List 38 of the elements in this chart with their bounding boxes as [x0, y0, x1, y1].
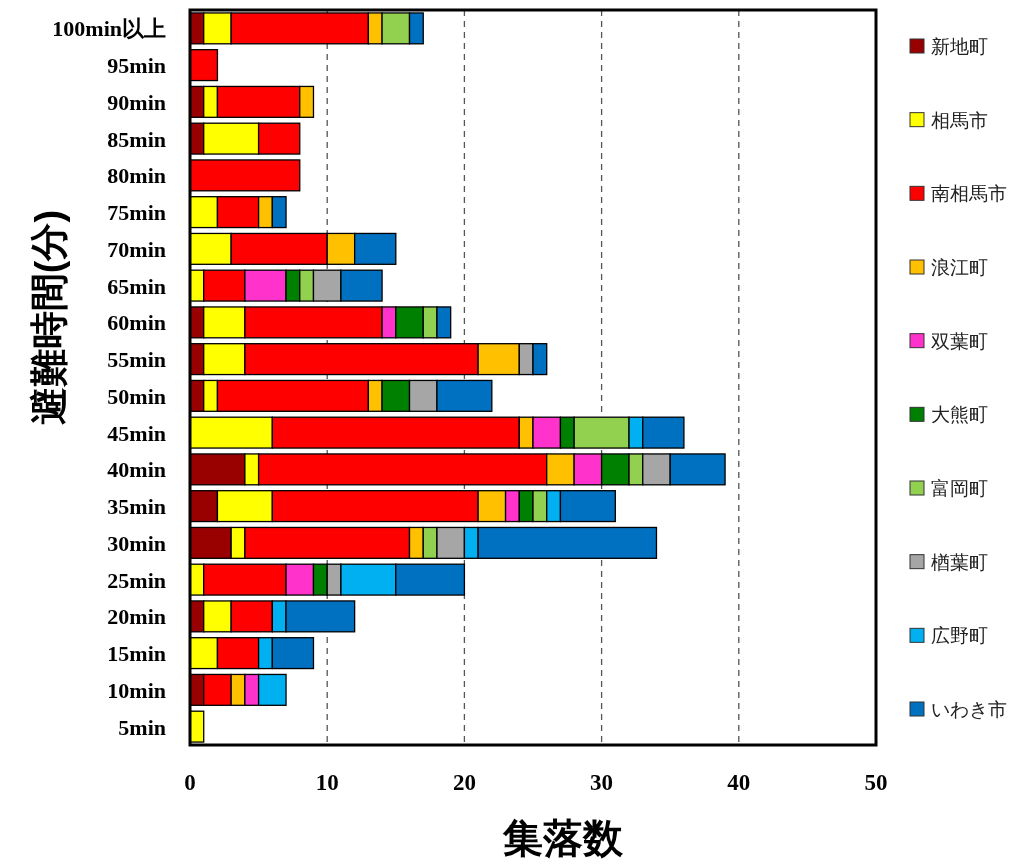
x-axis-title: 集落数 — [502, 816, 624, 860]
y-tick-label: 100min以上 — [52, 16, 166, 42]
y-tick-label: 25min — [107, 567, 166, 593]
legend-label: 新地町 — [931, 36, 988, 57]
legend-label: 南相馬市 — [931, 183, 1007, 205]
x-tick-label: 0 — [184, 770, 196, 795]
legend-label: 広野町 — [931, 625, 988, 647]
legend-label: 大熊町 — [931, 404, 988, 426]
y-tick-label: 80min — [107, 163, 166, 189]
y-axis-title: 避難時間(分) — [28, 209, 70, 426]
y-tick-label: 85min — [107, 126, 166, 152]
y-tick-label: 45min — [107, 420, 166, 446]
legend-label: いわき市 — [931, 699, 1007, 720]
x-tick-label: 20 — [452, 770, 476, 795]
y-tick-label: 20min — [107, 604, 166, 630]
y-tick-label: 65min — [107, 273, 166, 299]
y-tick-label: 15min — [107, 641, 166, 667]
x-tick-label: 40 — [727, 770, 751, 795]
y-tick-label: 5min — [118, 714, 166, 740]
x-tick-label: 30 — [590, 770, 614, 795]
y-tick-label: 30min — [107, 530, 166, 556]
y-tick-label: 70min — [107, 236, 166, 262]
legend-label: 相馬市 — [931, 109, 988, 131]
y-tick-label: 40min — [107, 457, 166, 483]
x-tick-label: 10 — [315, 770, 339, 795]
y-tick-label: 60min — [107, 310, 166, 336]
y-tick-label: 95min — [107, 53, 166, 79]
y-tick-label: 10min — [107, 677, 166, 703]
legend-label: 富岡町 — [931, 478, 988, 499]
x-tick-label: 50 — [864, 770, 888, 795]
legend-label: 双葉町 — [931, 330, 988, 352]
y-tick-label: 75min — [107, 200, 166, 226]
y-tick-label: 35min — [107, 494, 166, 520]
y-tick-label: 90min — [107, 89, 166, 115]
y-tick-label: 50min — [107, 383, 166, 409]
y-tick-label: 55min — [107, 347, 166, 373]
legend-label: 浪江町 — [931, 257, 988, 278]
legend-label: 楢葉町 — [931, 551, 988, 573]
